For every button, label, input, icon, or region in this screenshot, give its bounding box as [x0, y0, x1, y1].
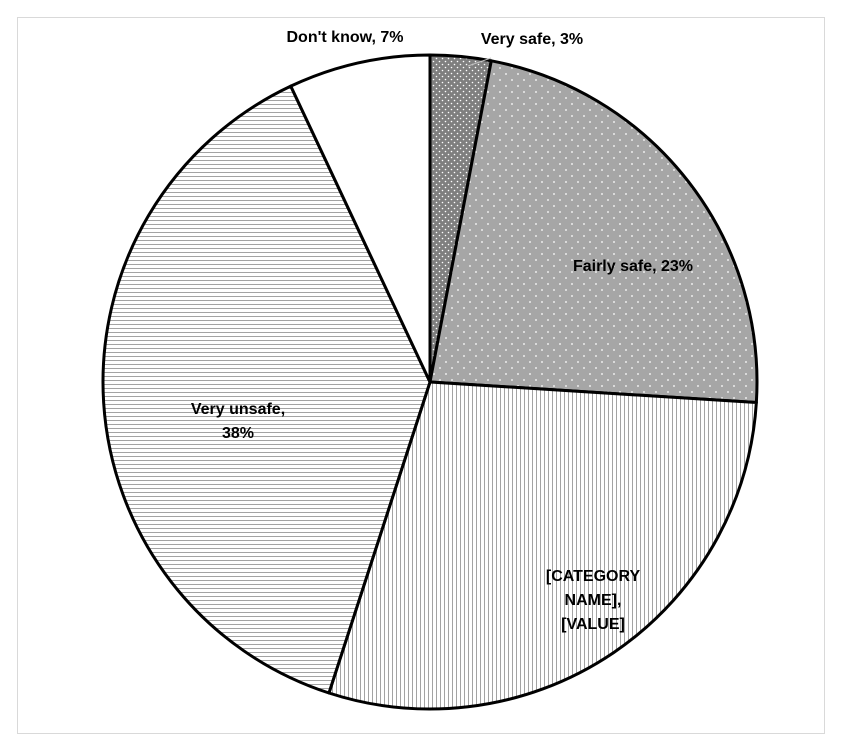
pie-slice-fairly-safe	[428, 59, 759, 405]
data-label-category-name: [CATEGORY NAME], [VALUE]	[546, 568, 641, 633]
data-label-very-unsafe: Very unsafe, 38%	[191, 401, 285, 442]
leader-line-very-safe	[467, 57, 492, 67]
pie-slice-category-name	[327, 380, 758, 711]
data-label-fairly-safe: Fairly safe, 23%	[573, 258, 693, 275]
data-label-don-t-know: Don't know, 7%	[287, 29, 404, 46]
data-label-very-safe: Very safe, 3%	[481, 31, 583, 48]
pie-slice-very-unsafe	[101, 84, 432, 695]
pie-slice-don-t-know	[289, 53, 432, 384]
